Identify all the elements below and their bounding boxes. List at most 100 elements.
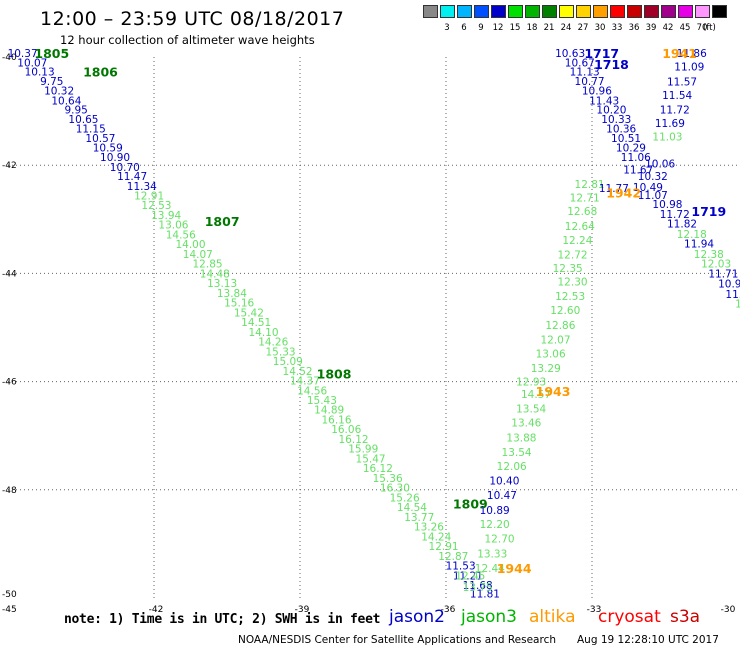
wave-height-reading: 15.33 [266, 346, 296, 358]
wave-height-reading: 12.20 [480, 519, 510, 531]
lon-tick-label: -42 [149, 605, 164, 615]
wave-height-reading: 11.03 [652, 132, 682, 144]
legend-value: 6 [461, 23, 467, 33]
legend-swatch [423, 5, 438, 18]
wave-height-reading: 14.24 [421, 531, 451, 543]
wave-height-reading: 14.54 [397, 502, 427, 514]
wave-height-reading: 10.20 [596, 104, 626, 116]
wave-height-reading: 10.32 [44, 86, 74, 98]
pass-label: 1718 [594, 57, 629, 72]
wave-height-reading: 11.72 [660, 209, 690, 221]
wave-height-reading: 16.06 [331, 424, 361, 436]
legend-value: 12 [492, 23, 504, 33]
satellite-jason3: jason3 [461, 607, 517, 627]
legend-swatch [593, 5, 608, 18]
legend-swatch [695, 5, 710, 18]
wave-height-reading: 11.09 [674, 62, 704, 74]
legend-swatch [542, 5, 557, 18]
wave-height-reading: 15.47 [356, 453, 386, 465]
legend-swatch [576, 5, 591, 18]
pass-label: 1809 [453, 496, 488, 511]
wave-height-reading: 15.09 [273, 356, 303, 368]
wave-height-reading: 10.64 [51, 95, 81, 107]
map-title: 12:00 – 23:59 UTC 08/18/2017 [40, 8, 345, 30]
wave-height-reading: 11.99 [725, 289, 740, 301]
wave-height-reading: 12.24 [562, 235, 592, 247]
wave-height-reading: 11.81 [470, 589, 500, 601]
wave-height-reading: 11.94 [684, 239, 714, 251]
pass-label: 1942 [606, 185, 641, 200]
wave-height-reading: 10.57 [85, 133, 115, 145]
wave-height-reading: 12.91 [429, 541, 459, 553]
wave-height-reading: 10.49 [633, 182, 663, 194]
legend-swatch [610, 5, 625, 18]
legend-value: 36 [628, 23, 640, 33]
wave-height-reading: 12.18 [677, 229, 707, 241]
wave-height-reading: 12.93 [516, 377, 546, 389]
wave-height-reading: 10.06 [645, 159, 675, 171]
wave-height-reading: 10.96 [582, 86, 612, 98]
wave-height-reading: 12.86 [545, 320, 575, 332]
legend-value: 27 [577, 23, 589, 33]
wave-height-reading: 10.99 [718, 279, 740, 291]
wave-height-reading: 11.71 [708, 268, 738, 280]
wave-height-reading: 13.13 [207, 278, 237, 290]
wave-height-reading: 10.70 [110, 162, 140, 174]
legend-swatch [525, 5, 540, 18]
wave-height-reading: 11.69 [655, 118, 685, 130]
wave-height-reading: 14.56 [166, 229, 196, 241]
satellite-cryosat: cryosat [598, 607, 661, 627]
wave-height-reading: 11.72 [660, 104, 690, 116]
lon-tick-label: -39 [295, 605, 310, 615]
wave-height-reading: 12.07 [540, 334, 570, 346]
wave-height-reading: 11.43 [589, 95, 619, 107]
footer-credit: NOAA/NESDIS Center for Satellite Applica… [238, 634, 556, 646]
wave-height-reading: 10.47 [487, 490, 517, 502]
legend-value: 21 [543, 23, 555, 33]
wave-height-reading: 13.54 [502, 447, 532, 459]
wave-height-reading: 11.47 [117, 171, 147, 183]
wave-height-reading: 15.43 [307, 395, 337, 407]
legend-swatch [661, 5, 676, 18]
wave-height-reading: 15.36 [373, 473, 403, 485]
wave-height-reading: 10.59 [93, 142, 123, 154]
legend-value: 39 [645, 23, 657, 33]
lat-tick-label: -40 [2, 53, 17, 63]
lat-tick-label: -44 [2, 269, 17, 279]
legend-swatch [457, 5, 472, 18]
wave-height-reading: 13.29 [531, 363, 561, 375]
wave-height-reading: 10.29 [616, 142, 646, 154]
wave-height-reading: 16.16 [321, 414, 351, 426]
wave-height-reading: 12.03 [701, 259, 731, 271]
wave-height-reading: 11.86 [677, 48, 707, 60]
wave-height-reading: 10.13 [25, 67, 55, 79]
wave-height-reading: 11.67 [623, 165, 653, 177]
wave-height-reading: 10.51 [611, 133, 641, 145]
wave-height-reading: 13.88 [506, 432, 536, 444]
wave-height-reading: 13.46 [511, 418, 541, 430]
legend-swatch [491, 5, 506, 18]
wave-height-reading: 12.72 [558, 249, 588, 261]
wave-height-reading: 13.84 [217, 288, 247, 300]
lat-tick-label: -50 [2, 590, 17, 600]
legend-value: 9 [478, 23, 484, 33]
wave-height-reading: 12.68 [567, 206, 597, 218]
wave-height-reading: 14.37 [290, 376, 320, 388]
lon-tick-label: -33 [587, 605, 602, 615]
wave-height-reading: 14.51 [241, 317, 271, 329]
legend-swatch [712, 5, 727, 18]
lon-tick-label: -45 [2, 605, 17, 615]
wave-height-reading: 12.60 [550, 305, 580, 317]
wave-height-reading: 12.85 [193, 259, 223, 271]
wave-height-reading: 14.00 [175, 239, 205, 251]
pass-label: 1717 [584, 46, 619, 61]
wave-height-reading: 12.53 [555, 291, 585, 303]
wave-height-reading: 13.94 [151, 210, 181, 222]
wave-height-reading: 12.53 [141, 200, 171, 212]
wave-height-reading: 11.57 [667, 76, 697, 88]
pass-label: 1943 [536, 384, 571, 399]
wave-height-reading: 15.26 [390, 492, 420, 504]
wave-height-reading: 11.54 [662, 90, 692, 102]
wave-height-reading: 11.77 [599, 183, 629, 195]
wave-height-reading: 13.26 [414, 522, 444, 534]
